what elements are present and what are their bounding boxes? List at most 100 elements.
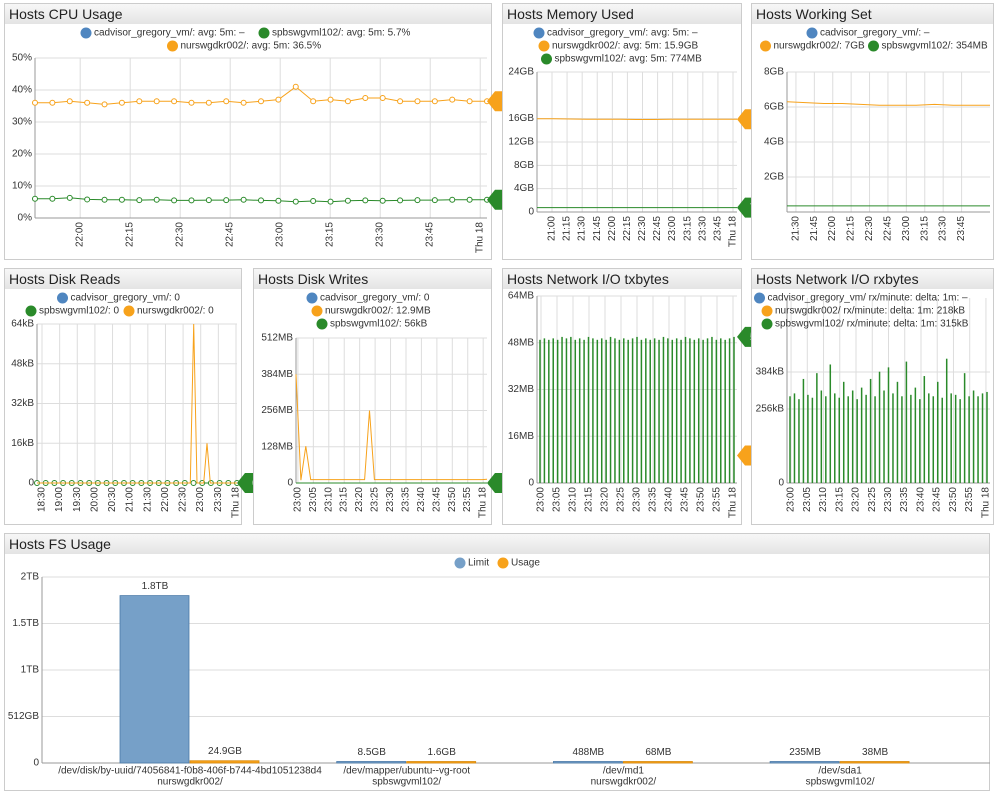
point bbox=[344, 197, 351, 204]
legend-marker bbox=[541, 53, 552, 65]
x-tick-label: 23:25 bbox=[370, 487, 381, 512]
legend-marker bbox=[57, 292, 68, 304]
point bbox=[240, 99, 247, 106]
x-tick-label: 23:50 bbox=[696, 487, 707, 512]
bar bbox=[847, 396, 849, 483]
bar bbox=[878, 371, 881, 483]
panel: Hosts Disk Reads 0 16kB 32kB 48kB 64kB 18:30 19… bbox=[4, 268, 242, 525]
legend-label: cadvisor_gregory_vm/: 0 bbox=[320, 293, 430, 304]
series-line bbox=[786, 101, 990, 106]
bar bbox=[689, 338, 691, 483]
bar bbox=[874, 396, 876, 483]
legend-marker bbox=[25, 305, 37, 317]
value-label: 68MB bbox=[645, 747, 671, 758]
x-tick-label: /dev/disk/by-uuid/74056841-f0b8-406f-b74… bbox=[58, 766, 322, 777]
x-tick-label: 23:15 bbox=[325, 222, 336, 247]
bar bbox=[869, 378, 872, 483]
x-tick-label: 22:30 bbox=[175, 222, 186, 247]
point bbox=[171, 98, 178, 105]
x-tick-label: 22:30 bbox=[637, 216, 648, 241]
x-tick-label: 23:25 bbox=[616, 487, 627, 512]
bar bbox=[901, 396, 903, 483]
x-tick-label: 19:30 bbox=[72, 487, 83, 512]
panel-title: Hosts Working Set bbox=[756, 6, 872, 22]
x-tick-label: 21:45 bbox=[592, 216, 603, 241]
y-tick-label: 512GB bbox=[8, 711, 39, 722]
bar bbox=[945, 358, 948, 483]
point bbox=[431, 98, 438, 105]
legend-label: cadvisor_gregory_vm/: – bbox=[820, 28, 930, 39]
x-tick-label: 23:10 bbox=[568, 487, 579, 512]
x-tick-label: 23:40 bbox=[416, 487, 427, 512]
bar bbox=[636, 336, 638, 483]
point bbox=[32, 195, 38, 202]
x-tick-label: 23:00 bbox=[195, 487, 206, 512]
y-tick-label: 48kB bbox=[11, 358, 34, 369]
x-tick-label: 22:00 bbox=[75, 222, 86, 247]
value-label: 1.6GB bbox=[428, 747, 457, 758]
bar bbox=[711, 336, 713, 483]
x-tick-label: 23:00 bbox=[292, 487, 303, 512]
x-tick-label: 22:00 bbox=[827, 216, 838, 241]
bar bbox=[684, 336, 687, 483]
point bbox=[32, 99, 38, 106]
y-tick-label: 20% bbox=[12, 149, 32, 160]
x-tick-label: 22:15 bbox=[846, 216, 857, 241]
x-tick-label: /dev/md1 bbox=[603, 766, 645, 777]
series-line bbox=[295, 374, 488, 481]
legend-label: nurswgdkr002/: avg: 5m: 36.5% bbox=[181, 41, 322, 52]
bar bbox=[733, 336, 735, 483]
x-tick-label: 21:15 bbox=[562, 216, 573, 241]
y-tick-label: 256kB bbox=[756, 404, 785, 415]
bar bbox=[565, 338, 568, 483]
y-tick-label: 64MB bbox=[508, 291, 534, 302]
bar bbox=[883, 390, 885, 483]
bar bbox=[697, 338, 700, 483]
bar bbox=[583, 339, 585, 483]
bar bbox=[680, 339, 682, 483]
y-tick-label: 2TB bbox=[21, 572, 40, 583]
bar bbox=[623, 761, 693, 764]
bar bbox=[842, 381, 845, 483]
x-tick-label: 21:30 bbox=[790, 216, 801, 241]
legend-marker bbox=[316, 318, 328, 330]
y-tick-label: 16kB bbox=[11, 438, 34, 449]
y-tick-label: 6GB bbox=[764, 102, 784, 113]
bar bbox=[543, 338, 546, 483]
bar bbox=[986, 391, 988, 483]
y-tick-label: 16MB bbox=[508, 431, 534, 442]
bar bbox=[618, 339, 621, 483]
x-tick-label: 22:45 bbox=[225, 222, 236, 247]
point bbox=[379, 95, 386, 101]
point bbox=[397, 197, 404, 204]
point bbox=[310, 98, 317, 105]
bar bbox=[553, 761, 623, 764]
point bbox=[258, 98, 264, 105]
legend-marker bbox=[538, 40, 550, 52]
x-tick-label: 21:00 bbox=[547, 216, 558, 241]
legend-marker bbox=[454, 557, 466, 569]
legend-marker bbox=[306, 292, 318, 304]
bar bbox=[720, 338, 722, 483]
bar bbox=[829, 364, 832, 483]
y-tick-label: 256MB bbox=[261, 405, 293, 416]
panel-title: Hosts Memory Used bbox=[507, 6, 634, 22]
bar bbox=[702, 339, 704, 483]
panel-title: Hosts CPU Usage bbox=[9, 6, 123, 22]
panel-header bbox=[5, 4, 491, 24]
x-tick-label: 23:45 bbox=[431, 487, 442, 512]
x-tick-label: 23:30 bbox=[375, 222, 386, 247]
bar bbox=[981, 393, 984, 483]
legend-label: spbswgvml102/: 56kB bbox=[330, 319, 428, 330]
x-tick-label: 23:15 bbox=[584, 487, 595, 512]
y-tick-label: 40% bbox=[12, 85, 32, 96]
bar bbox=[623, 338, 625, 483]
x-tick-label: 23:45 bbox=[956, 216, 967, 241]
bar bbox=[839, 761, 910, 764]
legend-label: cadvisor_gregory_vm/: 0 bbox=[71, 293, 181, 304]
y-tick-label: 8GB bbox=[514, 160, 534, 171]
bar bbox=[662, 336, 665, 483]
x-tick-label: 23:45 bbox=[425, 222, 436, 247]
value-label: 38MB bbox=[862, 747, 888, 758]
bar bbox=[667, 338, 669, 483]
